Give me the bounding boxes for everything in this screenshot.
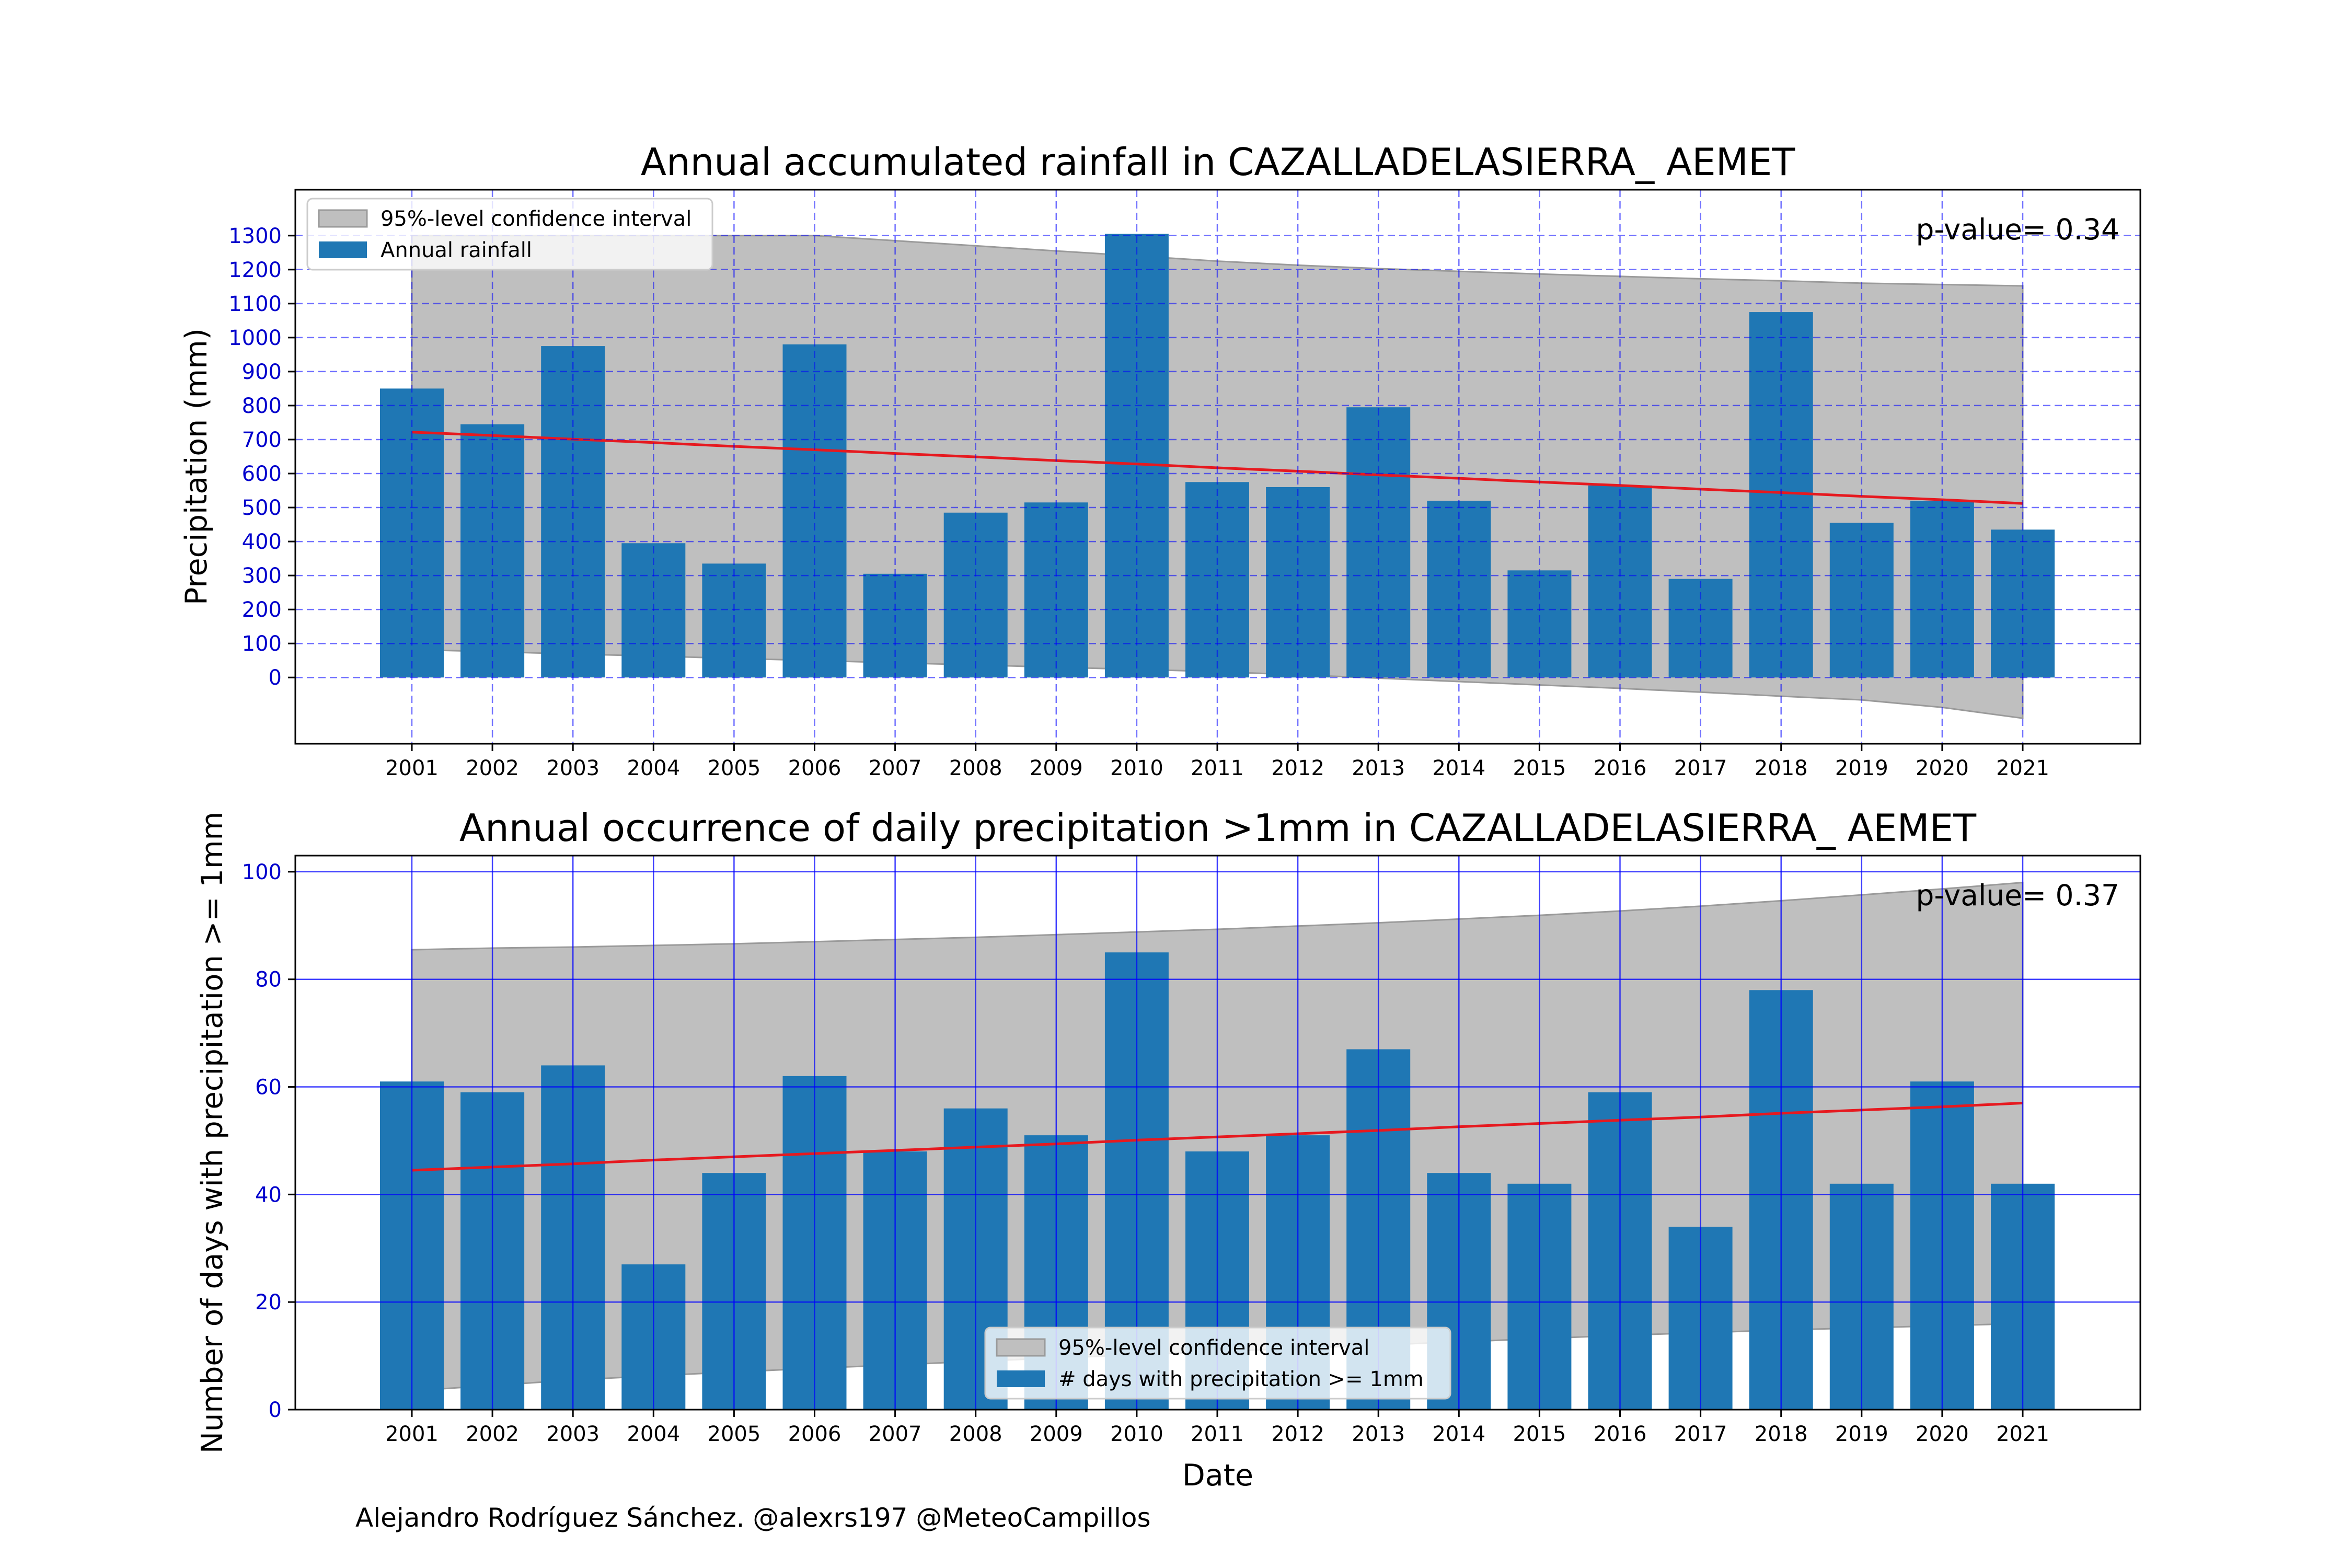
chart1-x-tick-label: 2014 xyxy=(1432,756,1485,780)
chart2-x-tick-label: 2003 xyxy=(546,1422,599,1446)
chart1-y-tick-label: 1200 xyxy=(228,258,282,282)
chart2-p-value: p-value= 0.37 xyxy=(1916,879,2119,912)
chart1-y-tick-label: 300 xyxy=(242,564,282,588)
chart1-x-tick-label: 2015 xyxy=(1513,756,1566,780)
chart1-x-tick-label: 2021 xyxy=(1996,756,2049,780)
chart1-bar-2009 xyxy=(1024,502,1088,678)
chart1-x-tick-label: 2005 xyxy=(708,756,761,780)
chart1-legend-label-band: 95%-level confidence interval xyxy=(381,207,691,231)
chart2-y-tick-label: 40 xyxy=(255,1183,282,1207)
chart1-y-tick-label: 600 xyxy=(242,462,282,486)
chart2-x-tick-label: 2017 xyxy=(1674,1422,1727,1446)
chart2-legend-label-bar: # days with precipitation >= 1mm xyxy=(1058,1367,1424,1391)
chart2-y-tick-label: 60 xyxy=(255,1076,282,1100)
chart1-bar-2015 xyxy=(1507,570,1572,678)
chart2-x-tick-label: 2018 xyxy=(1755,1422,1808,1446)
chart2-x-tick-label: 2006 xyxy=(788,1422,841,1446)
chart1-y-axis-label: Precipitation (mm) xyxy=(179,328,214,605)
chart1-legend-box xyxy=(306,198,713,271)
chart1-x-tick-label: 2003 xyxy=(546,756,599,780)
chart2-y-tick-label: 100 xyxy=(242,860,282,884)
chart2-x-tick-label: 2015 xyxy=(1513,1422,1566,1446)
chart1-legend-swatch-band xyxy=(318,209,368,228)
chart1-x-tick-label: 2017 xyxy=(1674,756,1727,780)
chart1-y-tick-label: 1100 xyxy=(228,292,282,316)
chart1-y-tick-label: 700 xyxy=(242,428,282,452)
chart1-x-tick-label: 2018 xyxy=(1755,756,1808,780)
chart1-y-tick-label: 1000 xyxy=(228,326,282,350)
chart2-y-tick-label: 20 xyxy=(255,1290,282,1315)
chart2-y-tick-label: 0 xyxy=(269,1398,282,1422)
chart2-x-tick-label: 2005 xyxy=(708,1422,761,1446)
chart1-x-tick-label: 2013 xyxy=(1352,756,1405,780)
chart1-x-tick-label: 2019 xyxy=(1835,756,1888,780)
chart1-x-tick-label: 2008 xyxy=(949,756,1002,780)
chart2-x-tick-label: 2004 xyxy=(627,1422,680,1446)
chart2-x-tick-label: 2021 xyxy=(1996,1422,2049,1446)
chart2-x-tick-label: 2008 xyxy=(949,1422,1002,1446)
chart1-title: Annual accumulated rainfall in CAZALLADE… xyxy=(641,140,1796,184)
credit-text: Alejandro Rodríguez Sánchez. @alexrs197 … xyxy=(355,1503,1151,1533)
chart2-legend-swatch-band xyxy=(996,1338,1046,1357)
chart1-y-tick-label: 100 xyxy=(242,632,282,656)
chart1-x-tick-label: 2009 xyxy=(1030,756,1083,780)
chart2-x-tick-label: 2009 xyxy=(1030,1422,1083,1446)
chart2-x-tick-label: 2011 xyxy=(1191,1422,1244,1446)
chart1-x-tick-label: 2016 xyxy=(1594,756,1647,780)
chart2-x-tick-label: 2013 xyxy=(1352,1422,1405,1446)
chart1-y-tick-label: 400 xyxy=(242,530,282,554)
chart1-x-tick-label: 2020 xyxy=(1916,756,1969,780)
chart1-legend-swatch-bar xyxy=(319,241,367,258)
chart2-y-axis-label: Number of days with precipitation >= 1mm xyxy=(195,812,229,1454)
chart1-y-tick-label: 200 xyxy=(242,598,282,622)
chart2-x-tick-label: 2014 xyxy=(1432,1422,1485,1446)
chart1-y-tick-label: 800 xyxy=(242,394,282,418)
chart2-x-tick-label: 2016 xyxy=(1594,1422,1647,1446)
chart2-x-tick-label: 2010 xyxy=(1110,1422,1163,1446)
chart1-p-value: p-value= 0.34 xyxy=(1916,213,2119,246)
chart1-bar-2011 xyxy=(1185,482,1249,678)
chart2-legend-label-band: 95%-level confidence interval xyxy=(1058,1336,1369,1360)
chart1-x-tick-label: 2012 xyxy=(1271,756,1324,780)
chart2-legend-box xyxy=(984,1327,1451,1400)
chart1-y-tick-label: 900 xyxy=(242,360,282,384)
chart2-x-tick-label: 2019 xyxy=(1835,1422,1888,1446)
chart2-y-tick-label: 80 xyxy=(255,968,282,992)
chart1-x-tick-label: 2007 xyxy=(869,756,922,780)
chart1-y-tick-label: 1300 xyxy=(228,224,282,248)
chart1-y-tick-label: 0 xyxy=(269,666,282,690)
chart1-legend-label-bar: Annual rainfall xyxy=(381,238,532,262)
chart2-x-axis-label: Date xyxy=(1182,1458,1253,1493)
chart2-x-tick-label: 2012 xyxy=(1271,1422,1324,1446)
chart2-x-tick-label: 2007 xyxy=(869,1422,922,1446)
chart2-x-tick-label: 2020 xyxy=(1916,1422,1969,1446)
chart1-x-tick-label: 2004 xyxy=(627,756,680,780)
chart1-x-tick-label: 2001 xyxy=(385,756,439,780)
chart1-y-tick-label: 500 xyxy=(242,496,282,520)
chart2-x-tick-label: 2002 xyxy=(466,1422,519,1446)
chart1-bar-2007 xyxy=(863,573,927,678)
chart1-x-tick-label: 2006 xyxy=(788,756,841,780)
chart1-x-tick-label: 2010 xyxy=(1110,756,1163,780)
chart1-x-tick-label: 2002 xyxy=(466,756,519,780)
chart2-title: Annual occurrence of daily precipitation… xyxy=(459,806,1977,850)
chart1-x-tick-label: 2011 xyxy=(1191,756,1244,780)
chart2-x-tick-label: 2001 xyxy=(385,1422,439,1446)
chart2-legend-swatch-bar xyxy=(997,1370,1045,1387)
